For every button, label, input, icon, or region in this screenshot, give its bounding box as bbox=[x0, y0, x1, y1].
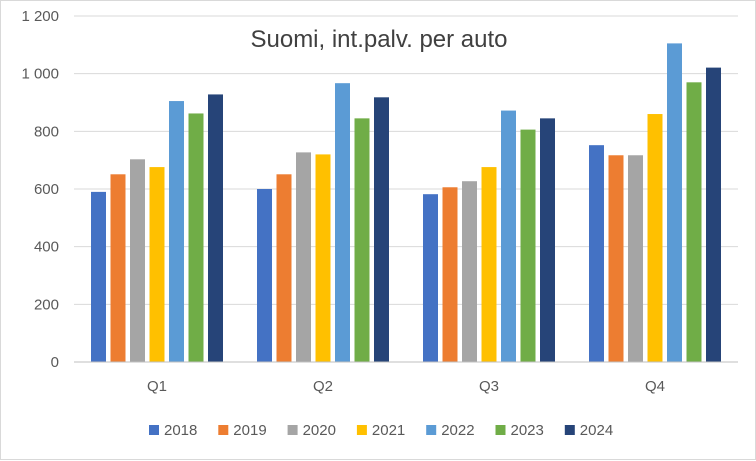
legend-label-2019: 2019 bbox=[233, 422, 266, 439]
legend-swatch-2020 bbox=[287, 425, 298, 435]
bar-q4-2021 bbox=[647, 114, 663, 363]
bar-q4-2024 bbox=[706, 67, 721, 362]
bar-q4-2019 bbox=[608, 155, 624, 362]
bar-q2-2019 bbox=[276, 174, 292, 362]
x-axis-labels: Q1 Q2 Q3 Q4 bbox=[147, 378, 665, 395]
legend-label-2020: 2020 bbox=[303, 422, 336, 439]
y-tick-label: 0 bbox=[51, 354, 59, 371]
bar-q3-2022 bbox=[501, 110, 516, 362]
bar-q1-2022 bbox=[169, 101, 184, 362]
y-axis-labels: 0 200 400 600 800 1 000 1 200 bbox=[21, 8, 59, 371]
bar-q3-2021 bbox=[481, 167, 497, 362]
legend-swatch-2019 bbox=[218, 425, 229, 435]
bar-q4-2018 bbox=[589, 145, 604, 362]
bar-q1-2023 bbox=[188, 113, 204, 362]
bar-q1-2024 bbox=[208, 94, 223, 362]
bar-q1-2018 bbox=[91, 191, 106, 362]
y-tick-label: 800 bbox=[34, 123, 59, 140]
bar-q2-2023 bbox=[354, 118, 370, 362]
y-tick-label: 400 bbox=[34, 239, 59, 256]
y-tick-label: 200 bbox=[34, 296, 59, 313]
bar-q2-2020 bbox=[296, 152, 311, 362]
y-tick-label: 600 bbox=[34, 181, 59, 198]
bar-q2-2021 bbox=[315, 154, 331, 362]
bar-q3-2018 bbox=[423, 194, 438, 362]
bar-q3-2024 bbox=[540, 118, 555, 362]
legend: 2018 2019 2020 2021 2022 2023 2024 bbox=[149, 422, 613, 439]
bar-q1-2021 bbox=[149, 167, 165, 362]
legend-label-2024: 2024 bbox=[580, 422, 613, 439]
bar-q2-2018 bbox=[257, 189, 272, 362]
bar-q3-2020 bbox=[462, 181, 477, 362]
legend-swatch-2018 bbox=[149, 425, 159, 435]
legend-swatch-2024 bbox=[564, 425, 575, 435]
bar-q4-2022 bbox=[667, 43, 682, 363]
bar-q1-2020 bbox=[130, 159, 145, 362]
bar-q3-2019 bbox=[442, 187, 458, 362]
x-category-label: Q1 bbox=[147, 378, 167, 395]
legend-swatch-2023 bbox=[495, 425, 506, 435]
legend-swatch-2022 bbox=[426, 425, 437, 435]
legend-swatch-2021 bbox=[356, 425, 367, 435]
bar-q1-2019 bbox=[110, 174, 126, 362]
legend-label-2022: 2022 bbox=[441, 422, 474, 439]
x-category-label: Q4 bbox=[645, 378, 665, 395]
bar-q4-2020 bbox=[628, 155, 643, 362]
gridlines bbox=[74, 15, 738, 305]
bars bbox=[91, 43, 721, 363]
bar-q3-2023 bbox=[520, 129, 536, 362]
bar-q2-2022 bbox=[335, 83, 350, 362]
chart-title: Suomi, int.palv. per auto bbox=[250, 26, 507, 53]
y-tick-label: 1 200 bbox=[21, 8, 59, 25]
y-tick-label: 1 000 bbox=[21, 66, 59, 83]
bar-q4-2023 bbox=[686, 82, 702, 363]
legend-label-2021: 2021 bbox=[372, 422, 405, 439]
x-category-label: Q3 bbox=[479, 378, 499, 395]
legend-label-2018: 2018 bbox=[164, 422, 197, 439]
legend-label-2023: 2023 bbox=[511, 422, 544, 439]
x-category-label: Q2 bbox=[313, 378, 333, 395]
bar-q2-2024 bbox=[374, 97, 389, 362]
